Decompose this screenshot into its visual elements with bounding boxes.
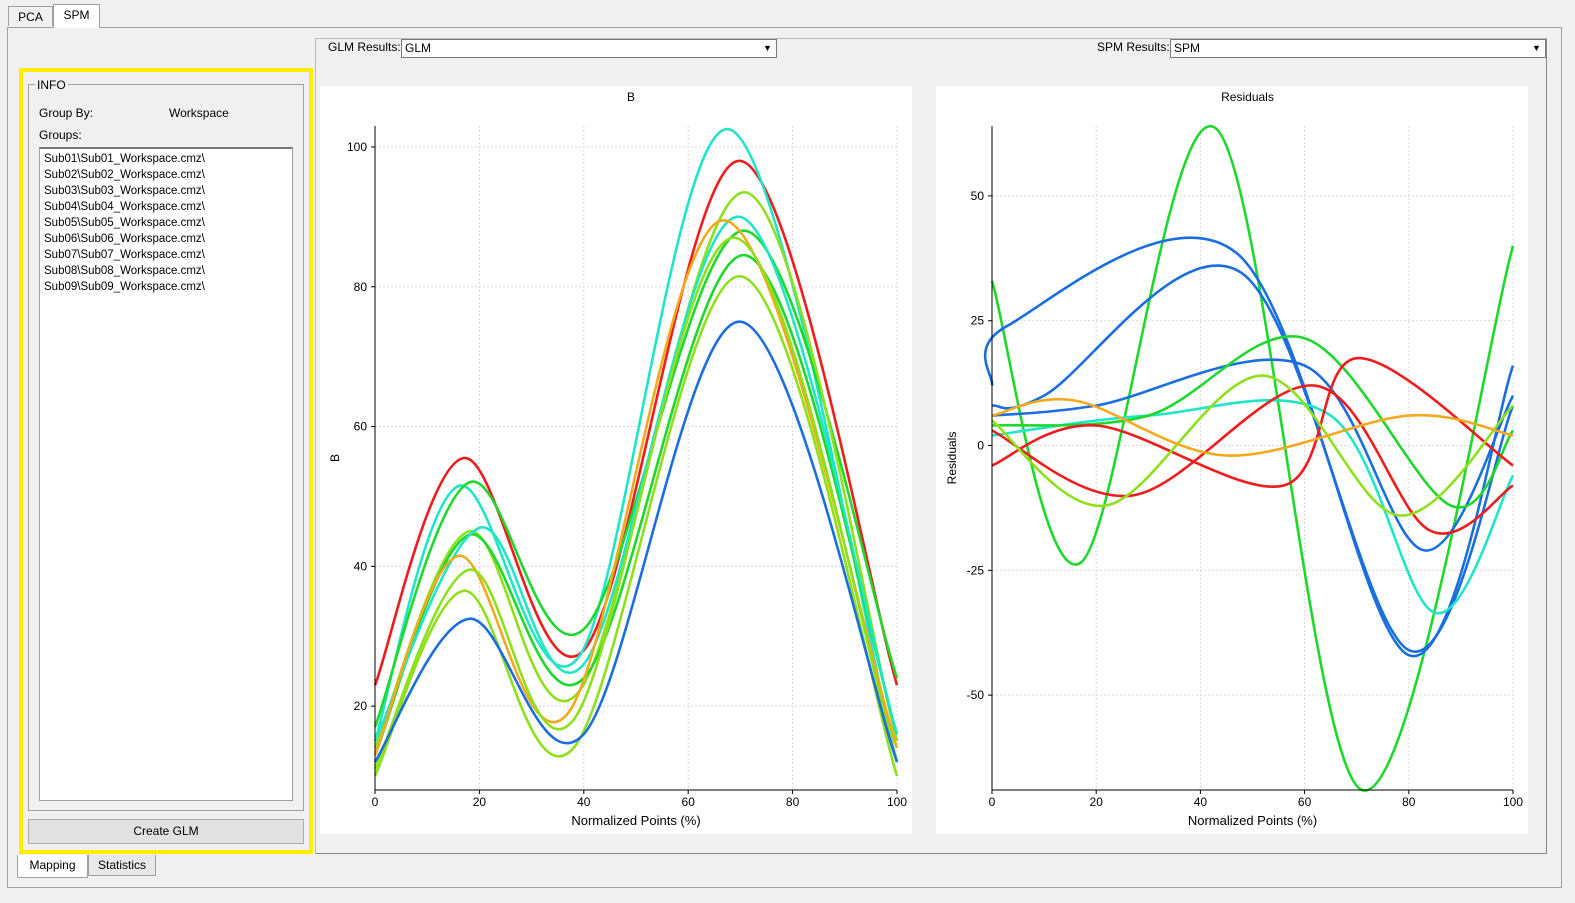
spm-results-dropdown[interactable]: SPM ▼ (1170, 39, 1546, 58)
chart-title: Residuals (1221, 90, 1274, 104)
tab-mapping[interactable]: Mapping (17, 855, 88, 878)
x-tick-label: 40 (577, 795, 591, 809)
series-line (373, 215, 899, 742)
series-line (991, 356, 1514, 489)
charts-frame (315, 38, 1547, 854)
chevron-down-icon[interactable]: ▼ (763, 43, 772, 53)
y-tick-label: 25 (971, 314, 985, 328)
list-item[interactable]: Sub02\Sub02_Workspace.cmz\ (44, 169, 205, 181)
glm-results-value: GLM (405, 41, 432, 55)
tab-spm[interactable]: SPM (53, 4, 100, 28)
group-by-label: Group By: (39, 106, 94, 120)
y-tick-label: -25 (967, 563, 985, 577)
x-tick-label: 80 (786, 795, 800, 809)
info-group-frame (28, 84, 304, 811)
series-line (373, 236, 899, 770)
series-line (373, 253, 899, 756)
list-item[interactable]: Sub07\Sub07_Workspace.cmz\ (44, 249, 205, 261)
series-line (991, 398, 1514, 457)
info-highlight-box (19, 68, 313, 854)
series-line (991, 398, 1515, 615)
x-axis-label: Normalized Points (%) (1188, 813, 1317, 828)
x-tick-label: 20 (1090, 795, 1104, 809)
y-axis-label: B (328, 454, 342, 462)
chevron-down-icon[interactable]: ▼ (1532, 43, 1541, 53)
y-tick-label: 60 (354, 420, 368, 434)
residuals-chart: 0 20 40 60 80 100 -50 -25 0 25 50 Residuals Normaliz… (945, 90, 1523, 828)
x-tick-label: 40 (1194, 795, 1208, 809)
series-line (991, 335, 1515, 509)
info-title: INFO (35, 78, 68, 92)
y-tick-label: 40 (354, 559, 368, 573)
glm-results-dropdown[interactable]: GLM ▼ (401, 39, 777, 58)
groups-list[interactable]: Sub01\Sub01_Workspace.cmz\ Sub02\Sub02_W… (39, 147, 293, 801)
x-tick-label: 0 (989, 795, 996, 809)
series-line (991, 384, 1514, 535)
x-tick-label: 0 (372, 795, 379, 809)
list-item[interactable]: Sub01\Sub01_Workspace.cmz\ (44, 153, 205, 165)
chart-title: B (627, 90, 635, 104)
series-line (373, 219, 899, 756)
tab-statistics[interactable]: Statistics (88, 855, 156, 876)
y-tick-label: 100 (347, 140, 367, 154)
create-glm-button[interactable]: Create GLM (28, 819, 304, 844)
series-line (991, 374, 1514, 517)
list-item[interactable]: Sub08\Sub08_Workspace.cmz\ (44, 265, 205, 277)
tab-pca[interactable]: PCA (8, 6, 53, 26)
list-item[interactable]: Sub06\Sub06_Workspace.cmz\ (44, 233, 205, 245)
x-tick-label: 60 (1298, 795, 1312, 809)
x-tick-label: 60 (682, 795, 696, 809)
list-item[interactable]: Sub03\Sub03_Workspace.cmz\ (44, 185, 205, 197)
series-line (990, 124, 1515, 792)
y-tick-label: -50 (967, 688, 985, 702)
spm-results-label: SPM Results: (1097, 40, 1170, 54)
list-item[interactable]: Sub05\Sub05_Workspace.cmz\ (44, 217, 205, 229)
x-tick-label: 20 (473, 795, 487, 809)
series-line (991, 264, 1515, 653)
x-axis-label: Normalized Points (%) (571, 813, 700, 828)
y-tick-label: 0 (977, 439, 984, 453)
residuals-chart-panel: 0 20 40 60 80 100 -50 -25 0 25 50 Residuals Normaliz… (936, 86, 1528, 834)
series-line (373, 320, 899, 763)
x-tick-label: 80 (1402, 795, 1416, 809)
spm-results-value: SPM (1174, 41, 1201, 55)
y-tick-label: 50 (971, 189, 985, 203)
y-axis-label: Residuals (945, 432, 959, 485)
series-line (373, 229, 899, 728)
series-line (983, 236, 1515, 658)
list-item[interactable]: Sub04\Sub04_Workspace.cmz\ (44, 201, 205, 213)
y-tick-label: 20 (354, 699, 368, 713)
series-line (991, 358, 1515, 552)
group-by-value: Workspace (169, 106, 229, 120)
groups-label: Groups: (39, 128, 82, 142)
b-chart-panel: 0 20 40 60 80 100 20 40 60 80 100 B Normalized Point… (320, 86, 912, 834)
x-tick-label: 100 (887, 795, 907, 809)
x-tick-label: 100 (1503, 795, 1523, 809)
b-chart: 0 20 40 60 80 100 20 40 60 80 100 B Normalized Point… (328, 90, 907, 828)
series-line (373, 274, 899, 777)
list-item[interactable]: Sub09\Sub09_Workspace.cmz\ (44, 281, 205, 293)
y-tick-label: 80 (354, 280, 368, 294)
glm-results-label: GLM Results: (328, 40, 401, 54)
